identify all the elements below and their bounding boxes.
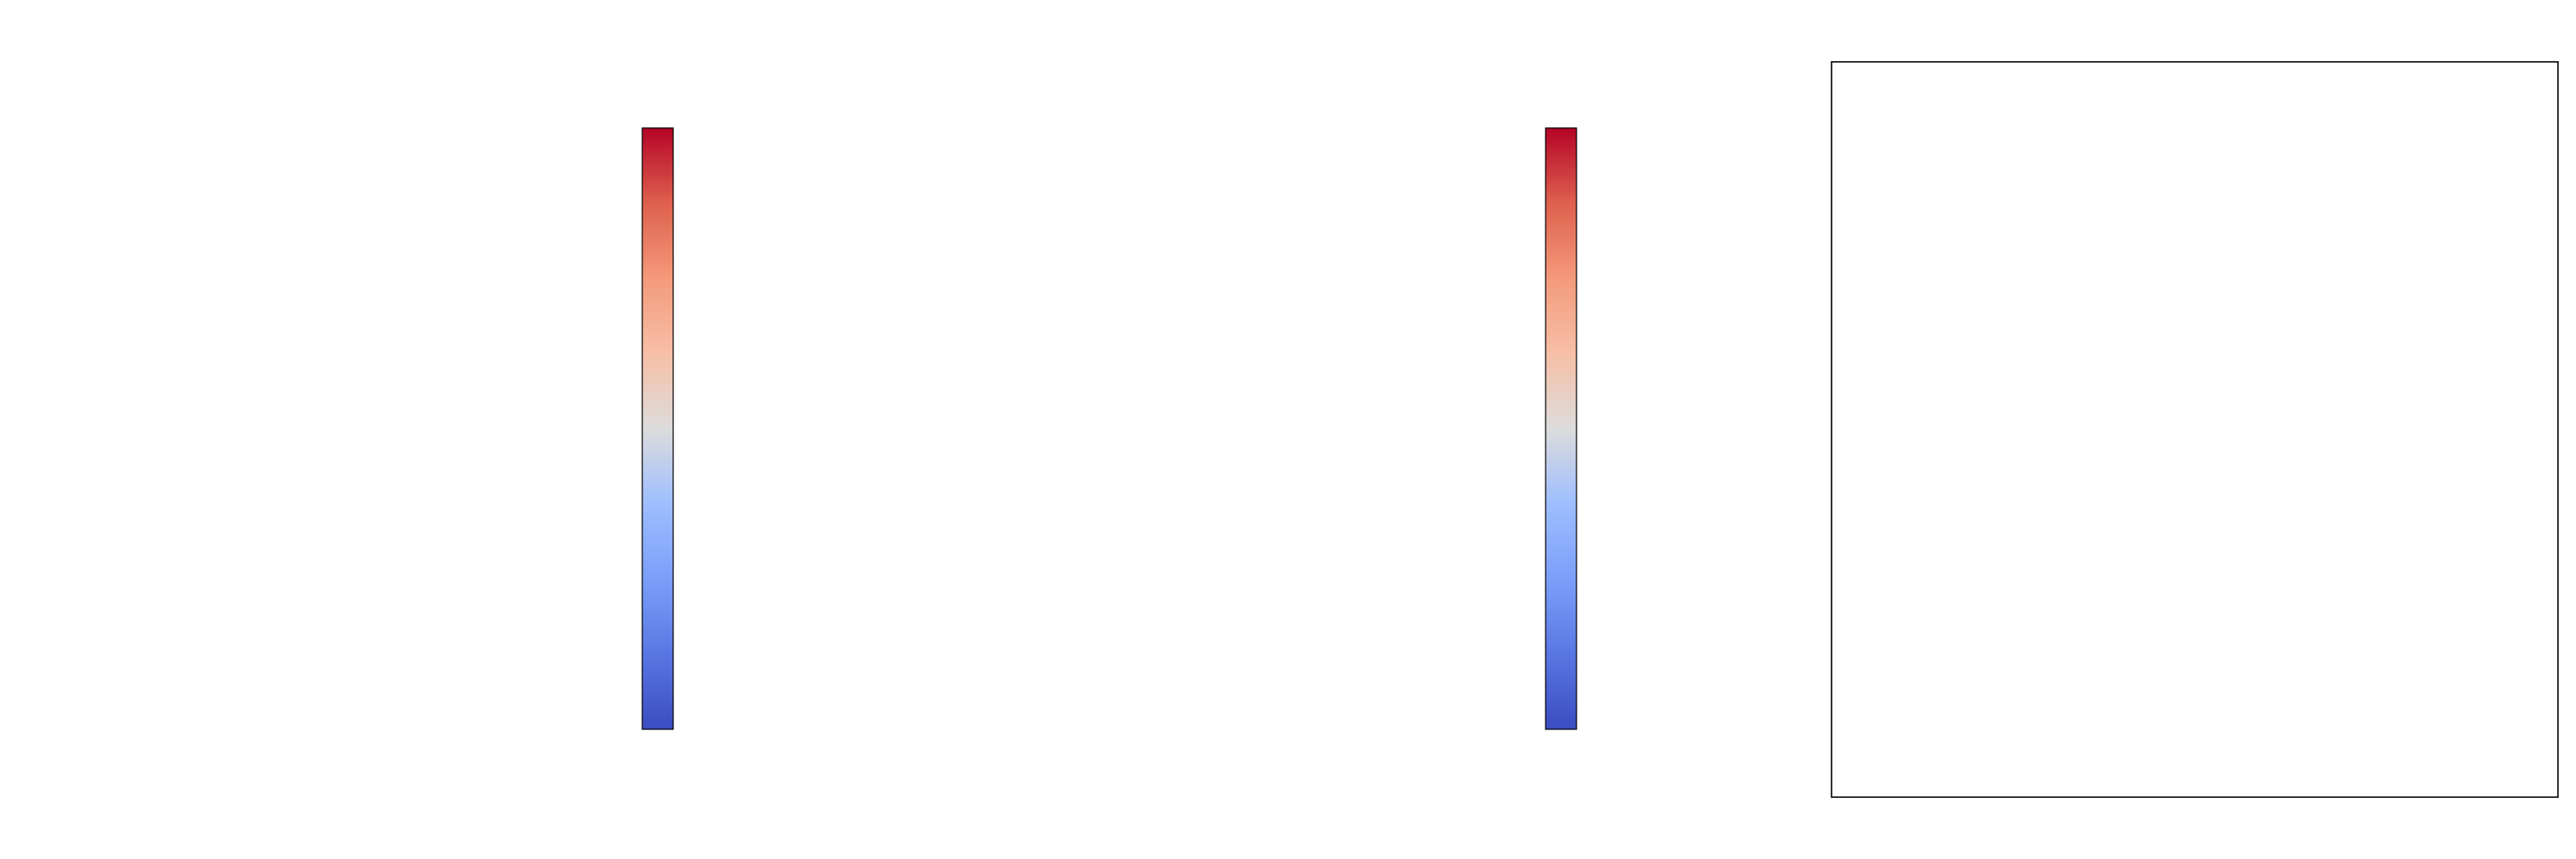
panel-pushforward bbox=[929, 127, 1577, 730]
panel-residual-norm bbox=[1831, 61, 2559, 798]
residum-heatmap bbox=[26, 131, 623, 728]
panel-residum bbox=[26, 127, 674, 730]
residum-colorbar bbox=[641, 127, 674, 730]
pushforward-heatmap bbox=[929, 131, 1527, 728]
pushforward-colorbar bbox=[1545, 127, 1577, 730]
plot-frame bbox=[1831, 61, 2559, 798]
